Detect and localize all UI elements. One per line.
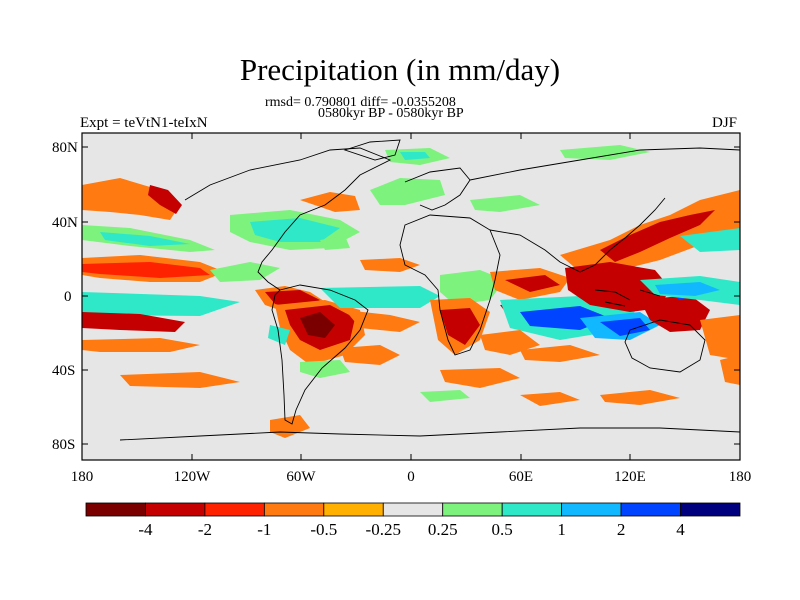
australia-coast bbox=[624, 319, 706, 373]
colorbar-swatch bbox=[561, 502, 622, 517]
colorbar-swatch bbox=[382, 502, 444, 517]
colorbar-swatch bbox=[145, 502, 206, 517]
chart-title: Precipitation (in mm/day) bbox=[239, 52, 561, 87]
precip-area bbox=[82, 338, 200, 352]
precip-area bbox=[300, 192, 360, 212]
precip-area bbox=[600, 210, 715, 262]
precip-area bbox=[300, 360, 350, 378]
africa-coast bbox=[399, 214, 501, 356]
axis-ticks bbox=[82, 133, 740, 460]
colorbar-swatch bbox=[442, 502, 503, 517]
colorbar-label: 0.25 bbox=[427, 520, 458, 539]
precip-area bbox=[565, 262, 670, 312]
precip-area bbox=[250, 218, 340, 242]
north-america-coast bbox=[184, 147, 392, 291]
antarctica-coast bbox=[119, 427, 741, 441]
precip-area bbox=[520, 345, 600, 362]
precip-area bbox=[700, 315, 740, 360]
precip-area bbox=[440, 270, 505, 305]
precip-area bbox=[82, 312, 185, 332]
colorbar-label: 2 bbox=[616, 520, 626, 539]
season-label: DJF bbox=[712, 115, 738, 131]
precip-area bbox=[600, 318, 650, 336]
colorbar-label: -4 bbox=[138, 520, 153, 539]
x-tick-label: 60W bbox=[286, 469, 316, 485]
colorbar bbox=[85, 502, 741, 517]
x-axis: 180 120W 60W 0 60E 120E 180 bbox=[71, 469, 752, 485]
y-tick-label: 0 bbox=[64, 289, 72, 305]
x-tick-label: 60E bbox=[509, 469, 533, 485]
colorbar-label: -0.25 bbox=[365, 520, 401, 539]
colorbar-swatch bbox=[680, 502, 741, 517]
colorbar-label: 4 bbox=[676, 520, 685, 539]
precip-area bbox=[505, 275, 560, 292]
precip-area bbox=[82, 262, 210, 278]
precip-area bbox=[655, 282, 720, 296]
precip-area bbox=[600, 390, 680, 405]
precip-area bbox=[440, 308, 480, 345]
precip-area bbox=[320, 286, 440, 308]
x-tick-label: 0 bbox=[407, 469, 415, 485]
colorbar-label: -1 bbox=[257, 520, 272, 539]
x-tick-label: 120E bbox=[614, 469, 646, 485]
south-america-coast bbox=[271, 284, 369, 425]
precip-area bbox=[470, 195, 540, 212]
precip-area bbox=[680, 228, 740, 252]
indonesia-coast bbox=[594, 289, 661, 307]
period-subtitle: 0580kyr BP - 0580kyr BP bbox=[318, 106, 464, 121]
colorbar-label: -2 bbox=[197, 520, 212, 539]
precip-area bbox=[480, 330, 540, 355]
colorbar-label: 0.5 bbox=[491, 520, 513, 539]
precip-area bbox=[320, 236, 350, 250]
colorbar-label: -0.5 bbox=[310, 520, 338, 539]
map-field bbox=[82, 133, 740, 460]
asia-coast bbox=[469, 147, 741, 273]
precip-area bbox=[340, 345, 400, 365]
colorbar-swatch bbox=[263, 502, 325, 517]
x-tick-label: 120W bbox=[174, 469, 212, 485]
x-tick-label: 180 bbox=[729, 469, 752, 485]
precip-area bbox=[520, 392, 580, 406]
precip-area bbox=[100, 232, 190, 246]
precip-area bbox=[720, 355, 740, 385]
colorbar-swatch bbox=[323, 502, 384, 517]
precip-area bbox=[440, 368, 520, 388]
y-tick-label: 80N bbox=[52, 140, 78, 156]
y-tick-label: 40N bbox=[52, 215, 78, 231]
precip-area bbox=[82, 292, 240, 316]
colorbar-swatch bbox=[501, 502, 563, 517]
precip-area bbox=[370, 178, 445, 205]
colorbar-swatch bbox=[620, 502, 681, 517]
precip-area bbox=[420, 390, 470, 402]
experiment-label: Expt = teVtN1-teIxN bbox=[80, 115, 208, 131]
precip-area bbox=[640, 295, 710, 332]
greenland-coast bbox=[343, 139, 401, 161]
coastlines bbox=[119, 139, 741, 441]
precip-area bbox=[345, 310, 420, 332]
y-axis: 80N 40N 0 40S 80S bbox=[52, 140, 78, 453]
colorbar-label: 1 bbox=[557, 520, 566, 539]
colorbar-swatch bbox=[204, 502, 265, 517]
precip-area bbox=[560, 145, 650, 160]
y-tick-label: 80S bbox=[52, 437, 75, 453]
stats-subtitle: rmsd= 0.790801 diff= -0.0355208 bbox=[265, 95, 456, 110]
precip-area bbox=[400, 152, 430, 160]
x-tick-label: 180 bbox=[71, 469, 94, 485]
precip-area bbox=[82, 178, 180, 220]
precip-area bbox=[120, 372, 240, 388]
precip-area bbox=[360, 258, 420, 272]
europe-coast bbox=[404, 167, 471, 211]
precip-area bbox=[148, 185, 182, 214]
y-tick-label: 40S bbox=[52, 363, 75, 379]
precip-area bbox=[300, 312, 335, 338]
colorbar-swatch bbox=[85, 502, 146, 517]
